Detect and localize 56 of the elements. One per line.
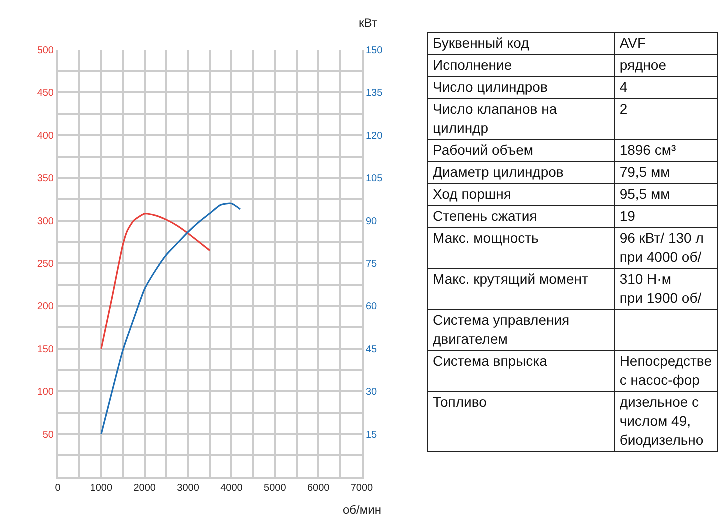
- line-series: [100, 202, 242, 436]
- x-tick-label: 1000: [90, 483, 113, 494]
- y-tick-label: 400: [37, 130, 54, 142]
- x-tick-label: 4000: [220, 483, 244, 494]
- text: 95,5 мм: [620, 186, 670, 202]
- y2-tick-label: 45: [366, 344, 378, 356]
- y-tick-label: 450: [37, 88, 54, 100]
- y-tick-label: 350: [37, 174, 54, 185]
- category-label: Степень сжатия: [428, 206, 614, 228]
- category-label: Топливо: [428, 392, 614, 452]
- y-tick-label: 150: [37, 344, 54, 356]
- category-label: Число цилиндров: [428, 76, 614, 98]
- text: 310 Н·м при 1900 об/: [620, 271, 702, 306]
- category-label: Буквенный код: [428, 32, 614, 54]
- y2-tick-label: 90: [366, 216, 378, 228]
- category-label: Исполнение: [428, 54, 614, 76]
- text: 19: [620, 208, 636, 224]
- text: 96 кВт/ 130 л при 4000 об/: [620, 230, 704, 265]
- x-tick-label: 0: [55, 483, 62, 494]
- x-tick-label: 3000: [177, 483, 200, 494]
- y2-axis-title: кВт: [359, 16, 378, 30]
- category-label: Макс. мощность: [428, 228, 614, 268]
- category-label: Ход поршня: [428, 184, 614, 206]
- text: рядное: [620, 57, 666, 73]
- text: AVF: [620, 35, 646, 51]
- y2-tick-label: 150: [366, 46, 384, 56]
- line-series: [100, 213, 211, 350]
- y2-tick-label: 30: [366, 387, 378, 398]
- y2-tick-label: 120: [366, 130, 384, 142]
- y2-tick-label: 15: [366, 430, 378, 441]
- x-tick-label: 5000: [264, 483, 287, 494]
- text: дизельное с числом 49, биодизельно: [620, 394, 704, 448]
- x-axis-title: об/мин: [343, 503, 382, 517]
- y-tick-label: 200: [37, 302, 54, 313]
- y-tick-label: 250: [37, 259, 54, 270]
- category-label: Макс. крутящий момент: [428, 268, 614, 310]
- y2-tick-label: 135: [366, 88, 384, 100]
- category-label: Рабочий объем: [428, 140, 614, 162]
- text: 1896 см³: [620, 142, 676, 158]
- category-label: Число клапанов на цилиндр: [428, 98, 614, 140]
- category-label: Система управления двигателем: [428, 310, 614, 350]
- y-tick-label: 50: [42, 430, 54, 441]
- x-tick-label: 2000: [134, 483, 156, 494]
- text: 2: [620, 101, 628, 117]
- text: 4: [620, 79, 628, 95]
- y-tick-label: 100: [37, 387, 54, 398]
- category-label: Диаметр цилиндров: [428, 162, 614, 184]
- text: 79,5 мм: [620, 164, 670, 180]
- category-label: Система впрыска: [428, 350, 614, 392]
- y-tick-label: 500: [37, 46, 54, 56]
- x-tick-label: 7000: [350, 483, 374, 494]
- y-tick-label: 300: [37, 216, 54, 228]
- y2-tick-label: 105: [366, 174, 384, 185]
- x-tick-label: 6000: [307, 483, 330, 494]
- y2-tick-label: 60: [366, 302, 378, 313]
- y2-tick-label: 75: [366, 259, 378, 270]
